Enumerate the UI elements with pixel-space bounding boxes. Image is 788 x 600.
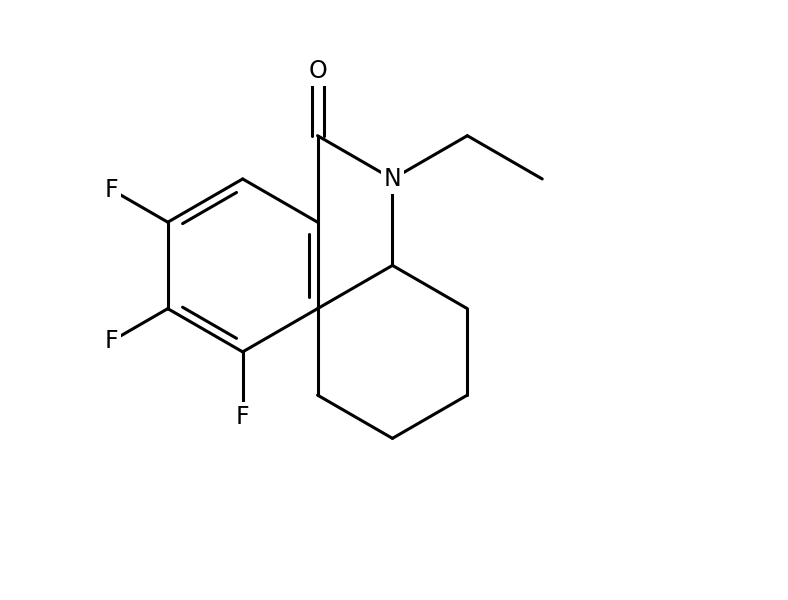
- Text: N: N: [384, 167, 401, 191]
- Text: F: F: [105, 178, 118, 202]
- Text: F: F: [105, 329, 118, 353]
- Text: F: F: [236, 405, 250, 429]
- Text: O: O: [308, 59, 327, 83]
